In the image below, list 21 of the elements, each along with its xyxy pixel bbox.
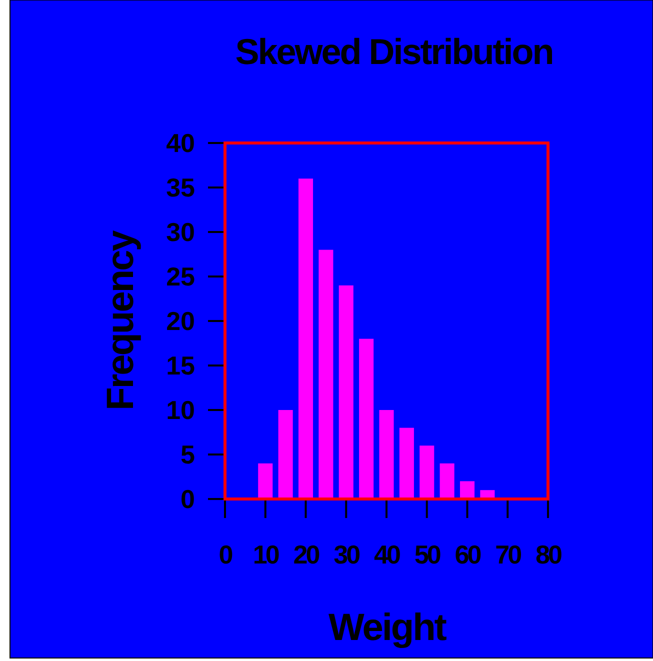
x-tick-label: 80 bbox=[536, 539, 562, 570]
x-tick-label: 40 bbox=[374, 539, 400, 570]
y-tick-label: 20 bbox=[166, 306, 195, 336]
x-tick-label: 0 bbox=[218, 539, 233, 570]
x-tick-label: 50 bbox=[414, 539, 441, 570]
y-tick-label: 30 bbox=[166, 217, 195, 248]
x-tick-label: 20 bbox=[293, 539, 320, 570]
y-tick-label: 15 bbox=[166, 350, 195, 381]
y-tick-label: 0 bbox=[180, 484, 195, 514]
x-tick-label: 30 bbox=[334, 539, 360, 570]
x-tick-label: 70 bbox=[495, 539, 522, 570]
chart-title: Skewed Distribution bbox=[235, 31, 553, 72]
y-tick-label: 40 bbox=[166, 128, 195, 158]
y-tick-label: 25 bbox=[166, 262, 195, 292]
y-tick-label: 10 bbox=[166, 395, 195, 426]
y-axis-title: Frequency bbox=[100, 230, 142, 410]
y-tick-label: 35 bbox=[166, 172, 195, 203]
x-tick-label: 60 bbox=[454, 539, 482, 570]
x-tick-label: 10 bbox=[252, 539, 280, 570]
y-tick-label: 5 bbox=[180, 440, 195, 470]
x-axis-title: Weight bbox=[328, 607, 448, 649]
